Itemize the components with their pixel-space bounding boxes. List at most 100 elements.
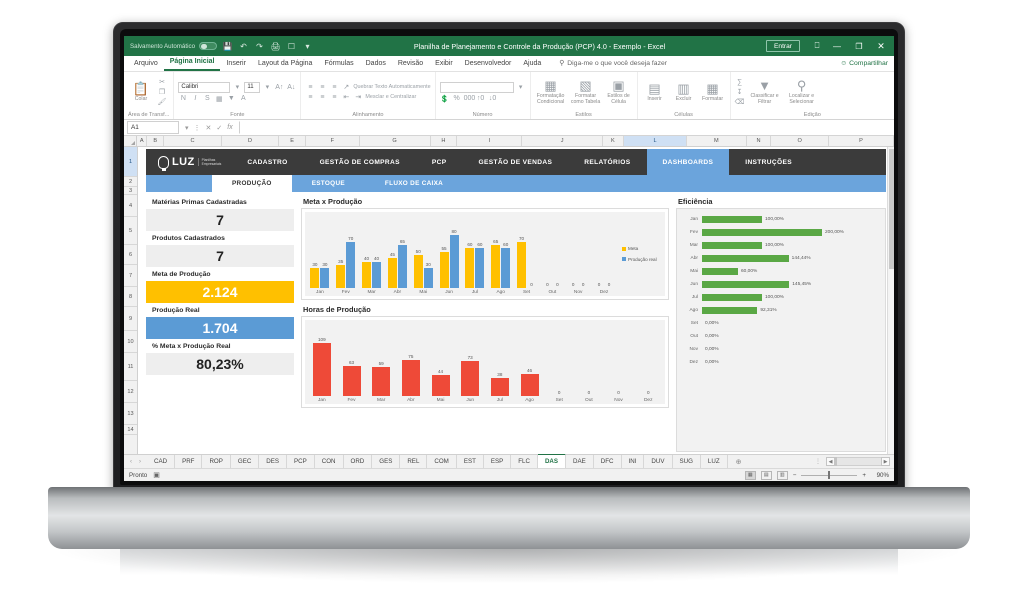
close-button[interactable]: ✕ <box>877 40 885 51</box>
sheet-tab-flc[interactable]: FLC <box>511 455 538 468</box>
bar[interactable] <box>461 360 480 396</box>
sheet-tab-rop[interactable]: ROP <box>202 455 231 468</box>
font-size-input[interactable]: 11 <box>244 81 261 93</box>
ribbon-tab-ajuda[interactable]: Ajuda <box>523 60 542 67</box>
bar-column[interactable]: 0 <box>527 282 536 288</box>
percent-icon[interactable]: % <box>453 95 460 102</box>
font-name-dropdown-icon[interactable]: ▾ <box>235 84 240 91</box>
sheet-tab-con[interactable]: CON <box>315 455 344 468</box>
nav-item-gestao-de-vendas[interactable]: GESTÃO DE VENDAS <box>478 158 553 166</box>
sort-filter-button[interactable]: ▼ Classificar e Filtrar <box>748 79 782 105</box>
row-header-12[interactable]: 12 <box>124 381 137 403</box>
row-header-13[interactable]: 13 <box>124 403 137 425</box>
undo-icon[interactable]: ↶ <box>240 41 247 51</box>
bar[interactable] <box>387 258 397 288</box>
bold-icon[interactable]: N <box>180 95 186 102</box>
tell-me-search[interactable]: ⚲ Diga-me o que você deseja fazer <box>559 56 667 71</box>
fill-color-icon[interactable]: ▼ <box>227 95 235 102</box>
increase-indent-icon[interactable]: ⇥ <box>355 94 362 101</box>
increase-decimal-icon[interactable]: ↑0 <box>476 95 485 102</box>
nav-item-gestao-de-compras[interactable]: GESTÃO DE COMPRAS <box>319 158 400 166</box>
bar-column[interactable]: 50 <box>413 249 423 288</box>
format-cells-button[interactable]: ▦ Formatar <box>700 82 726 102</box>
bar[interactable] <box>423 268 433 288</box>
ribbon-tab-arquivo[interactable]: Arquivo <box>134 60 158 67</box>
bar-column[interactable]: 44 <box>431 369 450 396</box>
sheet-prev-icon[interactable]: ‹ <box>130 458 132 465</box>
sheet-tab-luz[interactable]: LUZ <box>701 455 728 468</box>
bar-column[interactable]: 30 <box>310 262 320 288</box>
delete-cells-button[interactable]: ▥ Excluir <box>671 82 697 102</box>
align-left-icon[interactable]: ≡ <box>308 93 313 101</box>
ribbon-display-icon[interactable]: ⎕ <box>814 41 820 50</box>
decrease-font-icon[interactable]: A↓ <box>287 83 296 91</box>
number-format-select[interactable] <box>439 81 514 93</box>
subnav-item-estoque[interactable]: ESTOQUE <box>311 180 345 187</box>
sheet-nav-arrows[interactable]: ‹ › <box>124 459 147 465</box>
bar-column[interactable]: 0 <box>550 390 568 396</box>
bar[interactable] <box>413 255 423 288</box>
formula-input[interactable] <box>238 121 894 134</box>
restore-button[interactable]: ❐ <box>855 41 863 51</box>
bar[interactable] <box>312 343 331 396</box>
bar-column[interactable]: 70 <box>346 236 356 288</box>
fill-icon[interactable]: ↧ <box>736 88 743 96</box>
bar-column[interactable]: 30 <box>320 262 330 288</box>
bar[interactable] <box>475 248 485 288</box>
sign-in-button[interactable]: Entrar <box>766 40 800 52</box>
minimize-button[interactable]: — <box>833 41 841 51</box>
quick-access-toolbar[interactable]: Salvamento Automático 💾 ↶ ↷ 🖨 ☐ ▾ <box>130 41 313 52</box>
bar-column[interactable]: 63 <box>342 360 361 396</box>
bar[interactable] <box>465 248 475 288</box>
sheet-tab-dfc[interactable]: DFC <box>594 455 622 468</box>
underline-icon[interactable]: S <box>205 95 210 102</box>
column-header-L[interactable]: L <box>623 136 688 146</box>
format-as-table-button[interactable]: ▧ Formatar como Tabela <box>570 79 602 105</box>
row-header-5[interactable]: 5 <box>124 217 137 245</box>
nav-item-pcp[interactable]: PCP <box>431 158 447 166</box>
row-header-4[interactable]: 4 <box>124 195 137 217</box>
paste-button[interactable]: 📋 Colar <box>128 82 154 102</box>
column-header-O[interactable]: O <box>771 136 829 146</box>
bar[interactable] <box>372 261 382 288</box>
column-header-P[interactable]: P <box>829 136 894 146</box>
row-header-2[interactable]: 2 <box>124 177 137 187</box>
eficiencia-bar[interactable] <box>702 242 762 249</box>
bar[interactable] <box>490 377 509 396</box>
bar-column[interactable]: 60 <box>465 242 475 288</box>
bar-column[interactable]: 75 <box>401 354 420 396</box>
bar[interactable] <box>520 373 539 396</box>
column-header-E[interactable]: E <box>279 136 307 146</box>
bar[interactable] <box>320 268 330 288</box>
column-header-H[interactable]: H <box>431 136 458 146</box>
ribbon-tab-formulas[interactable]: Fórmulas <box>324 60 354 67</box>
bar-column[interactable]: 30 <box>423 262 433 288</box>
bar-column[interactable]: 0 <box>580 390 598 396</box>
row-header-7[interactable]: 7 <box>124 265 137 287</box>
horas-producao-chart[interactable]: 109 Jan 63 Fev 59 Mar 75 Abr 44 Mai 73 Jun 38 Jul 46 Ag… <box>305 320 665 404</box>
ribbon-tab-pagina-inicial[interactable]: Página Inicial <box>163 54 221 71</box>
bar[interactable] <box>397 245 407 288</box>
bar-column[interactable]: 0 <box>639 390 657 396</box>
sheet-tab-cad[interactable]: CAD <box>147 455 176 468</box>
row-header-1[interactable]: 1 <box>124 147 137 177</box>
nav-item-instrucoes[interactable]: INSTRUÇÕES <box>745 158 792 166</box>
column-header-G[interactable]: G <box>360 136 431 146</box>
column-header-A[interactable]: A <box>137 136 148 146</box>
bar-column[interactable]: 73 <box>461 355 480 396</box>
decrease-indent-icon[interactable]: ⇤ <box>343 94 350 101</box>
bar-column[interactable]: 0 <box>595 282 604 288</box>
borders-icon[interactable]: ▦ <box>216 95 223 103</box>
column-header-M[interactable]: M <box>687 136 747 146</box>
fx-icon[interactable]: fx <box>227 124 233 131</box>
conditional-formatting-button[interactable]: ▦ Formatação Condicional <box>535 79 567 105</box>
bar[interactable] <box>372 367 391 396</box>
normal-view-icon[interactable]: ▦ <box>744 470 756 480</box>
align-middle-icon[interactable]: ≡ <box>320 83 325 91</box>
find-select-button[interactable]: ⚲ Localizar e Selecionar <box>785 79 819 105</box>
align-top-icon[interactable]: ≡ <box>308 83 313 91</box>
copy-icon[interactable]: ❐ <box>158 89 166 96</box>
bar-column[interactable]: 0 <box>610 390 628 396</box>
zoom-in-button[interactable]: + <box>862 471 866 479</box>
column-header-J[interactable]: J <box>522 136 603 146</box>
